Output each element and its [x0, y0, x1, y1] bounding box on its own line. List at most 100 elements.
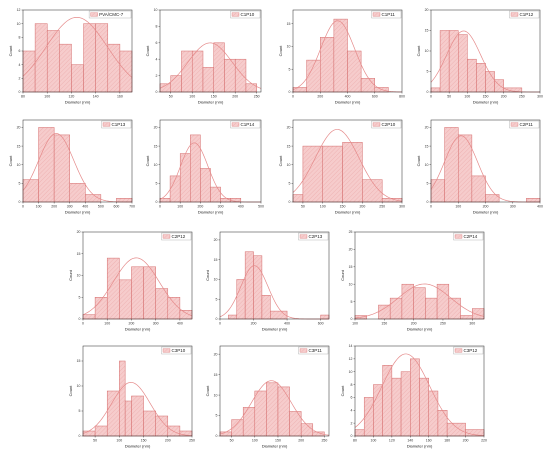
- x-tick-label: 0: [159, 205, 161, 209]
- histogram-bar: [124, 400, 132, 437]
- y-tick-label: 15: [214, 373, 218, 377]
- histogram-bar: [446, 422, 466, 437]
- histogram-panel: 0 50 100 150 200 250 300 0 5 10 15 20 Diameter (nm) C…: [416, 6, 544, 106]
- y-tick-label: 0: [156, 200, 158, 204]
- y-tick-label: 15: [425, 29, 429, 33]
- histogram-bar: [106, 390, 120, 437]
- x-tick-label: 600: [372, 95, 378, 99]
- histogram-bar: [107, 43, 121, 93]
- plot-frame: [354, 231, 485, 320]
- histogram-bar: [448, 30, 459, 93]
- x-tick-label: 0: [430, 95, 432, 99]
- x-tick-label: 150: [340, 205, 346, 209]
- normal-fit-curve: [22, 16, 133, 78]
- y-tick-label: 12: [17, 8, 21, 12]
- x-tick-label: 800: [399, 95, 405, 99]
- x-tick-label: 400: [537, 205, 543, 209]
- histogram-panel: 0 200 400 600 0 5 10 15 20 Diameter (nm) Count C2P1…: [205, 228, 333, 333]
- x-tick-label: 200: [463, 439, 469, 443]
- y-tick-label: 8: [19, 36, 21, 40]
- x-tick-label: 700: [129, 205, 135, 209]
- histogram-bar: [400, 371, 411, 437]
- y-tick-label: 5: [427, 182, 429, 186]
- legend-swatch: [510, 12, 519, 17]
- plot-frame: [159, 119, 262, 203]
- histogram-bar: [401, 283, 414, 320]
- histogram-bar: [261, 295, 271, 320]
- y-tick-label: 15: [425, 144, 429, 148]
- y-tick-label: 20: [349, 248, 353, 252]
- y-tick-label: 10: [77, 384, 81, 388]
- histogram-bar: [202, 67, 214, 93]
- legend-box: [161, 346, 192, 355]
- plot-frame: [292, 119, 403, 203]
- legend-swatch: [454, 234, 463, 239]
- histogram-bar: [360, 78, 375, 93]
- legend-label: C1P11: [382, 12, 396, 17]
- legend-swatch: [510, 122, 519, 127]
- x-tick-label: 150: [141, 439, 147, 443]
- x-tick-label: 300: [67, 205, 73, 209]
- histogram-bar: [437, 410, 448, 437]
- x-tick-label: 0: [22, 205, 24, 209]
- y-axis-label: Count: [8, 45, 13, 57]
- x-tick-label: 80: [353, 439, 357, 443]
- x-tick-label: 400: [82, 205, 88, 209]
- histogram-bar: [181, 50, 193, 93]
- y-axis-label: Count: [145, 45, 150, 57]
- y-tick-label: 2: [156, 74, 158, 78]
- normal-fit-curve: [292, 20, 403, 93]
- y-tick-label: 10: [287, 163, 291, 167]
- histogram-panel: 0 100 200 300 400 500 600 700 0 5 10 15 20 Diameter (…: [8, 116, 136, 216]
- histogram-bar: [485, 71, 495, 93]
- legend-label: C1P14: [241, 122, 255, 127]
- y-axis-label: Count: [68, 269, 73, 281]
- legend-label: C2P14: [464, 234, 478, 239]
- x-tick-label: 250: [440, 322, 446, 326]
- histogram-panel: 80 100 120 140 160 180 200 220 0 2 4 6 8 10 12 14 Diamet…: [340, 342, 488, 450]
- x-axis-label: Diameter (nm): [407, 327, 433, 332]
- plot-frame: [219, 345, 330, 437]
- legend-label: C2P12: [172, 234, 186, 239]
- histogram-bar: [347, 50, 362, 93]
- histogram-bar: [300, 423, 314, 437]
- histogram-bar: [430, 87, 441, 93]
- legend-box: [453, 232, 484, 241]
- x-tick-label: 150: [381, 322, 387, 326]
- y-tick-label: 5: [289, 182, 291, 186]
- y-tick-label: 0: [427, 90, 429, 94]
- y-tick-label: 12: [349, 357, 353, 361]
- histogram-panel: 0 100 200 300 400 500 0 5 10 15 20 Diameter (nm) Cou…: [145, 116, 265, 216]
- y-tick-label: 10: [77, 274, 81, 278]
- histogram-svg: 80 100 120 140 160 180 200 220 0 2 4 6 8 10 12 14 Diamet…: [340, 344, 487, 448]
- histogram-panel: 80 100 120 140 160 0 2 4 6 8 10 12 Diameter (nm) Coun…: [8, 6, 136, 106]
- y-tick-label: 0: [79, 317, 81, 321]
- x-axis-label: Diameter (nm): [473, 210, 499, 215]
- x-tick-label: 600: [318, 322, 324, 326]
- y-tick-label: 20: [154, 126, 158, 130]
- x-tick-label: 150: [275, 439, 281, 443]
- x-axis-label: Diameter (nm): [125, 327, 151, 332]
- histogram-bar: [179, 153, 191, 203]
- y-tick-label: 4: [351, 408, 353, 412]
- y-tick-label: 5: [19, 182, 21, 186]
- y-tick-label: 6: [156, 41, 158, 45]
- histogram-svg: 0 50 100 150 200 250 300 0 5 10 15 20 Diameter (nm) C…: [416, 8, 543, 104]
- y-axis-label: Count: [278, 155, 283, 167]
- histogram-svg: 0 200 400 600 800 0 5 10 15 Diameter (nm) Count C1P…: [278, 9, 405, 105]
- histogram-bar: [270, 310, 288, 320]
- y-tick-label: 4: [156, 57, 158, 61]
- y-tick-label: 5: [216, 414, 218, 418]
- y-tick-label: 25: [349, 230, 353, 234]
- histogram-svg: 50 100 150 200 250 300 0 5 10 15 20 Diameter (nm) Co…: [278, 119, 405, 215]
- legend-swatch: [454, 348, 463, 353]
- histogram-svg: 80 100 120 140 160 0 2 4 6 8 10 12 Diameter (nm) Coun…: [8, 8, 133, 105]
- histogram-panel: 50 100 150 200 250 300 0 5 10 15 20 Diameter (nm) Co…: [278, 116, 406, 216]
- histogram-bar: [119, 360, 126, 437]
- y-tick-label: 5: [79, 295, 81, 299]
- x-tick-label: 300: [510, 205, 516, 209]
- x-tick-label: 200: [298, 439, 304, 443]
- y-tick-label: 5: [289, 67, 291, 71]
- x-tick-label: 150: [211, 95, 217, 99]
